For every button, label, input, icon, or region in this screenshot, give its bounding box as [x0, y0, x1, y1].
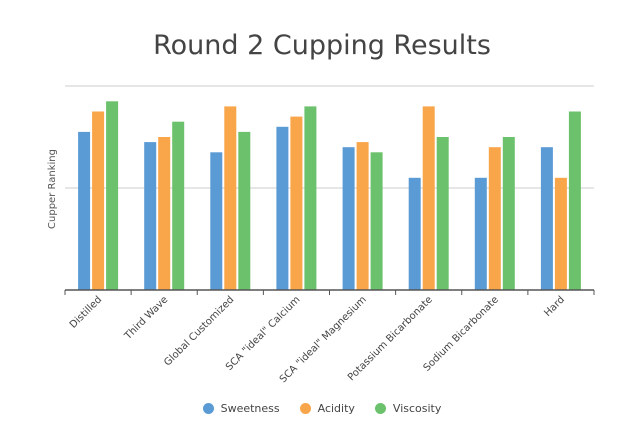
legend-swatch-viscosity	[374, 403, 386, 414]
chart-title: Round 2 Cupping Results	[153, 30, 491, 61]
legend-label-acidity: Acidity	[317, 402, 355, 415]
legend-item-viscosity: Viscosity	[374, 402, 442, 415]
bar-sweetness-1	[144, 142, 157, 290]
bar-sweetness-5	[408, 177, 421, 290]
x-tick-label-0: Distilled	[68, 294, 104, 330]
legend-item-acidity: Acidity	[299, 402, 355, 415]
bar-acidity-0	[92, 111, 105, 290]
bar-acidity-7	[554, 177, 567, 290]
legend-item-sweetness: Sweetness	[202, 402, 280, 415]
axis-layer	[64, 289, 595, 295]
chart-legend: Sweetness Acidity Viscosity	[0, 402, 644, 415]
bar-viscosity-4	[370, 152, 383, 290]
bars-layer	[78, 101, 581, 291]
bar-viscosity-0	[106, 101, 119, 290]
x-tick-label-1: Third Wave	[122, 294, 170, 342]
x-tick-label-3: SCA "ideal" Calcium	[224, 294, 303, 373]
bar-sweetness-3	[276, 126, 289, 290]
legend-label-sweetness: Sweetness	[220, 402, 280, 415]
bar-viscosity-2	[238, 131, 251, 290]
bar-sweetness-2	[210, 152, 223, 290]
bar-acidity-6	[488, 147, 501, 290]
bar-acidity-2	[224, 106, 237, 291]
bar-acidity-1	[158, 137, 171, 290]
x-tick-label-2: Global Customized	[162, 294, 236, 368]
x-tick-label-6: Sodium Bicarbonate	[422, 294, 501, 373]
legend-swatch-sweetness	[202, 403, 214, 414]
bar-sweetness-0	[78, 131, 91, 290]
bar-sweetness-6	[474, 177, 487, 290]
legend-swatch-acidity	[299, 403, 311, 414]
bar-acidity-5	[422, 106, 435, 291]
y-axis-label: Cupper Ranking	[47, 149, 58, 229]
bar-sweetness-4	[342, 147, 355, 290]
bar-viscosity-6	[502, 137, 515, 290]
bar-acidity-4	[356, 142, 369, 290]
bar-viscosity-3	[304, 106, 317, 291]
legend-label-viscosity: Viscosity	[392, 402, 442, 415]
bar-viscosity-1	[172, 121, 185, 290]
bar-viscosity-7	[568, 111, 581, 290]
bar-acidity-3	[290, 116, 303, 290]
x-tick-label-7: Hard	[542, 294, 567, 319]
bar-viscosity-5	[436, 137, 449, 290]
bar-sweetness-7	[540, 147, 553, 290]
